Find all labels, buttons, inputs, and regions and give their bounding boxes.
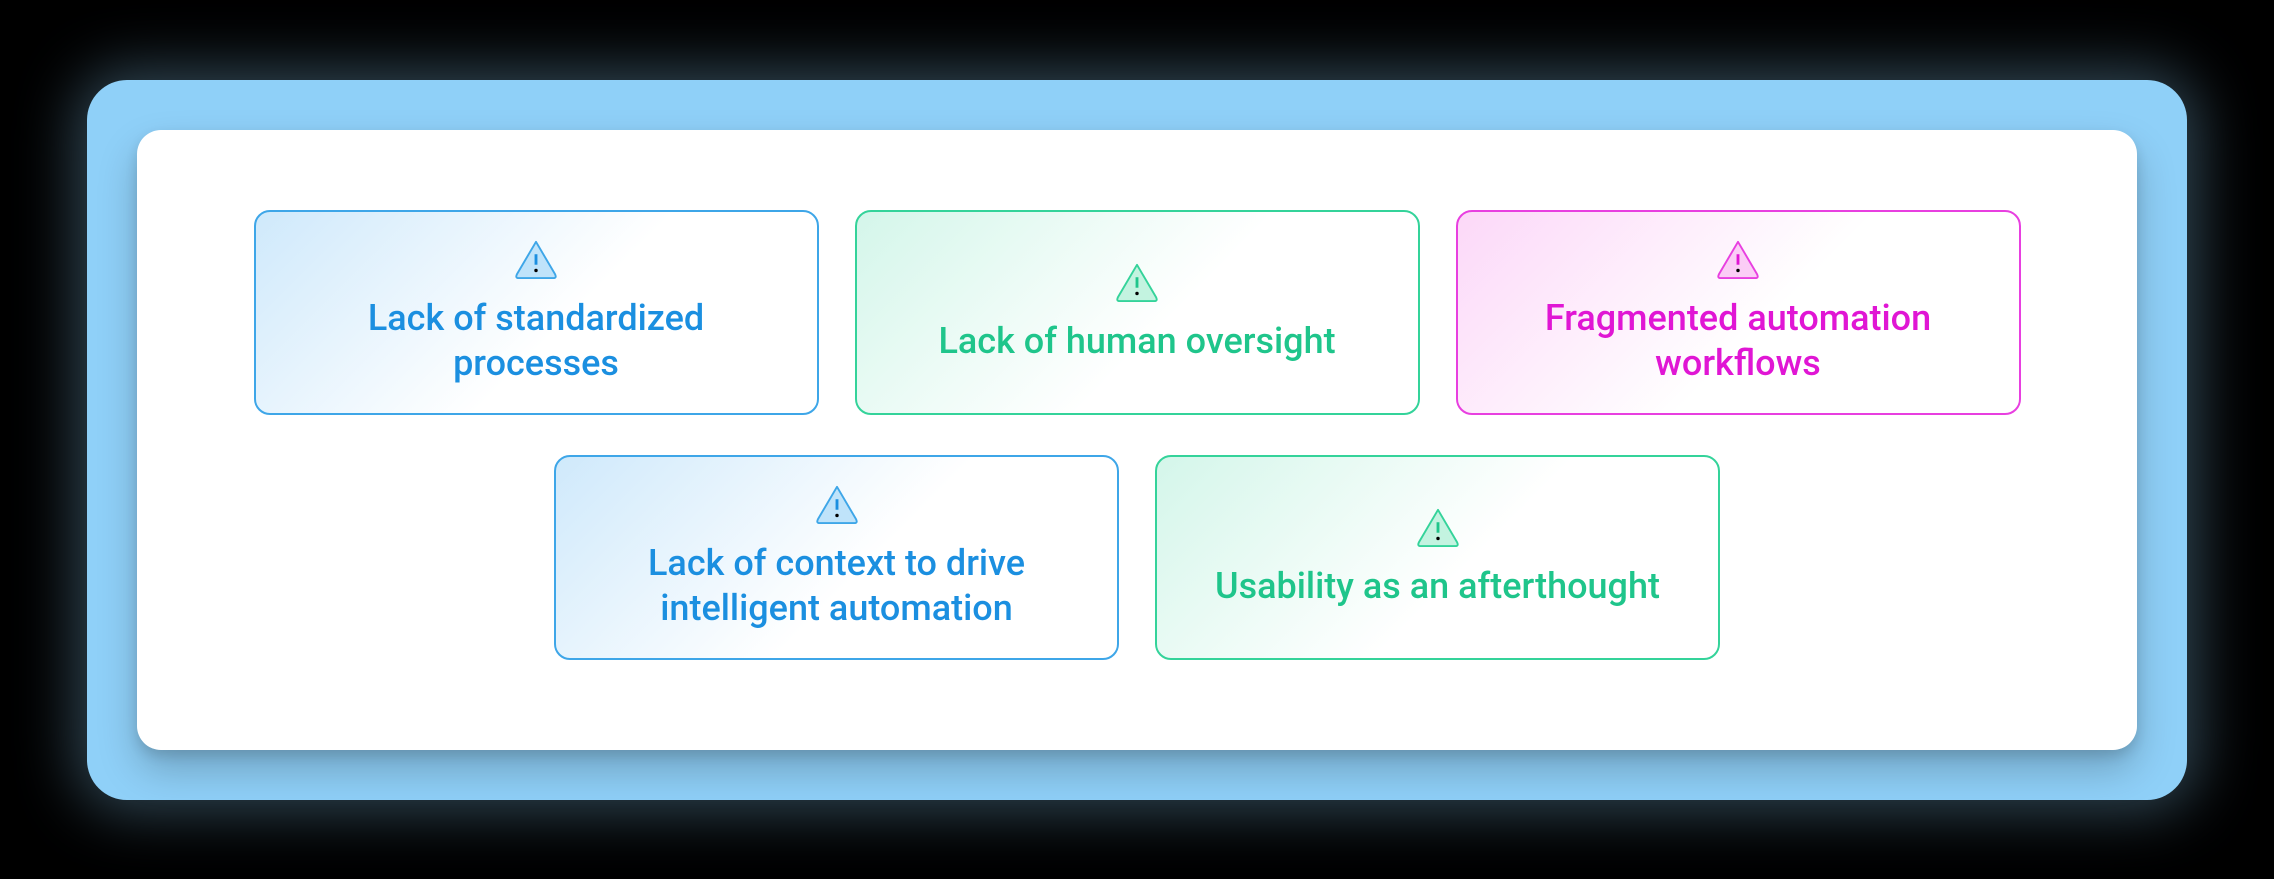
card-label: Lack of standardized processes (296, 296, 777, 386)
warning-icon (814, 483, 860, 525)
card-label: Lack of human oversight (938, 319, 1335, 364)
cards-row-2: Lack of context to drive intelligent aut… (197, 455, 2077, 660)
card-usability: Usability as an afterthought (1155, 455, 1720, 660)
warning-icon (1415, 506, 1461, 548)
inner-card: Lack of standardized processes Lack of h… (137, 130, 2137, 750)
card-fragmented: Fragmented automation workflows (1456, 210, 2021, 415)
card-context: Lack of context to drive intelligent aut… (554, 455, 1119, 660)
warning-icon (1114, 261, 1160, 303)
card-oversight: Lack of human oversight (855, 210, 1420, 415)
cards-row-1: Lack of standardized processes Lack of h… (197, 210, 2077, 415)
card-standardized: Lack of standardized processes (254, 210, 819, 415)
warning-icon (513, 238, 559, 280)
outer-frame: Lack of standardized processes Lack of h… (87, 80, 2187, 800)
card-label: Lack of context to drive intelligent aut… (596, 541, 1077, 631)
warning-icon (1715, 238, 1761, 280)
card-label: Usability as an afterthought (1215, 564, 1660, 609)
card-label: Fragmented automation workflows (1498, 296, 1979, 386)
